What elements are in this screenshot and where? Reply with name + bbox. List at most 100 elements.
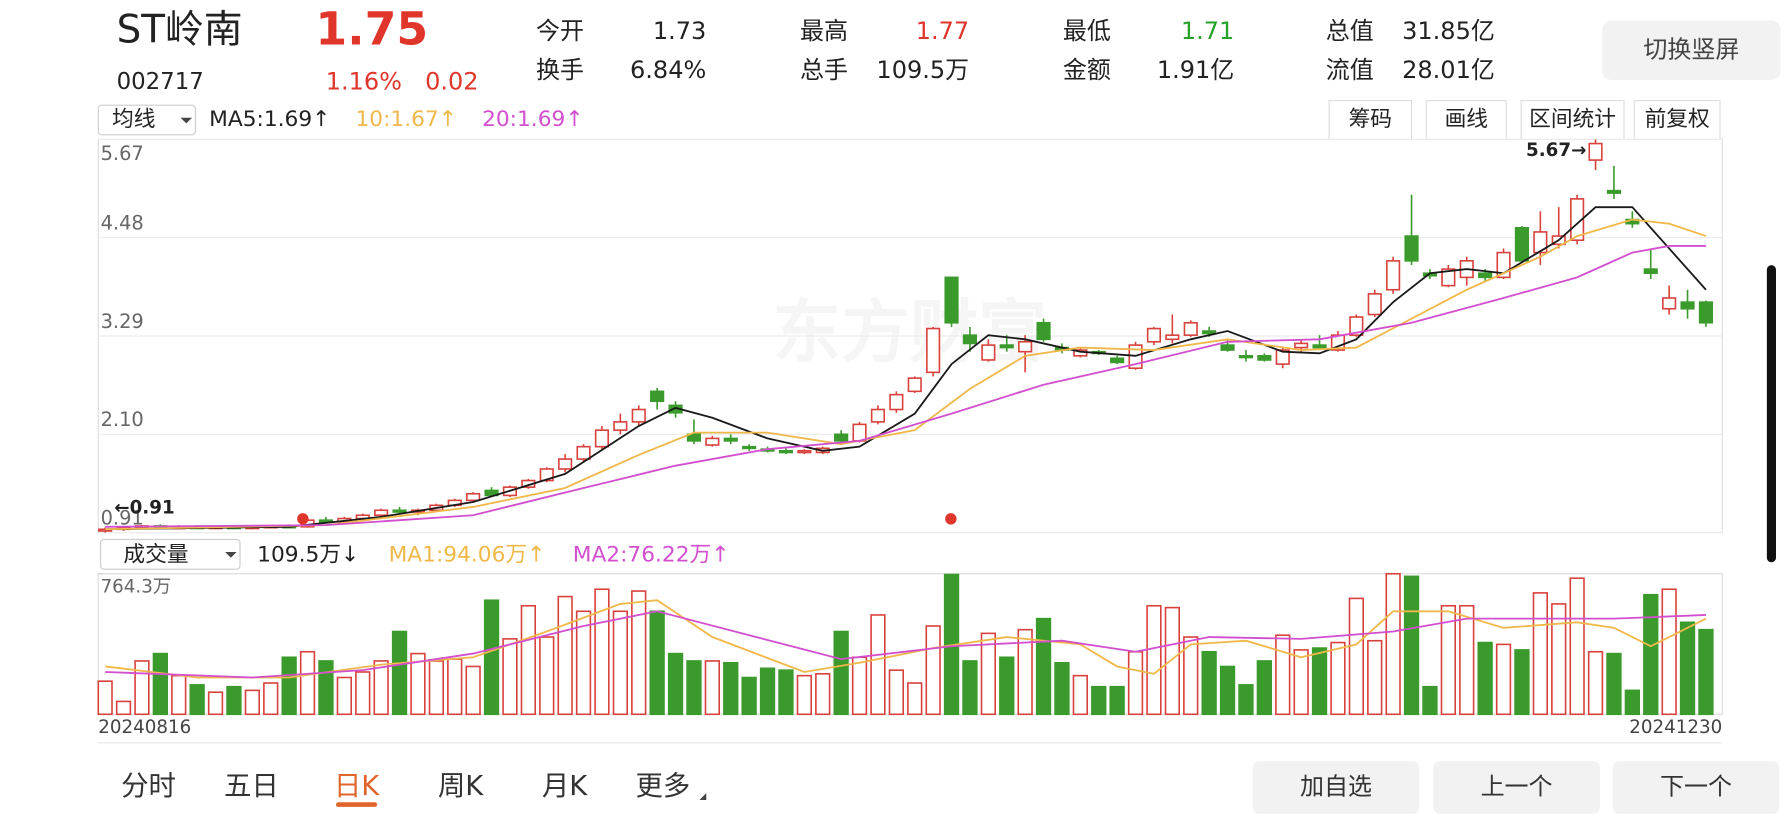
- candle-body: [1202, 330, 1217, 335]
- volume-bar: [594, 588, 610, 716]
- action-button[interactable]: [1612, 761, 1780, 814]
- volume-bar: [391, 630, 408, 716]
- candle-body: [907, 377, 922, 393]
- quote-value: 28.01亿: [1402, 56, 1495, 84]
- volume-bar: [244, 689, 261, 716]
- volume-bar: [704, 660, 720, 716]
- volume-current: 109.5万↓: [257, 542, 359, 567]
- toolbar-button[interactable]: [1633, 100, 1721, 140]
- volume-bar: [1440, 604, 1457, 716]
- volume-bar: [171, 674, 187, 716]
- rotate-button[interactable]: [1602, 20, 1781, 81]
- volume-bar: [888, 669, 904, 716]
- volume-bar: [1385, 572, 1401, 716]
- toolbar-button[interactable]: [1328, 100, 1412, 140]
- tab[interactable]: 分时: [121, 771, 176, 802]
- volume-bar: [925, 625, 941, 716]
- volume-bar: [1072, 674, 1088, 716]
- tab[interactable]: 月K: [542, 771, 588, 802]
- legend-entry: 20:1.69↑: [482, 107, 583, 132]
- price: 1.75: [315, 2, 428, 55]
- volume-bar: [281, 656, 297, 716]
- tab[interactable]: 周K: [438, 771, 484, 802]
- candle-body: [594, 429, 610, 448]
- volume-bar: [907, 682, 923, 716]
- quote-value: 1.73: [653, 17, 706, 45]
- candle-body: [705, 437, 720, 446]
- candle-body: [613, 421, 628, 431]
- candle-body: [1257, 355, 1272, 361]
- candle-body: [1275, 349, 1290, 365]
- indicator-select[interactable]: [97, 104, 196, 136]
- volume-bar: [1201, 650, 1217, 716]
- rotate-button-label: 切换竖屏: [1643, 35, 1739, 63]
- volume-bar: [299, 650, 316, 716]
- candle-body: [1238, 355, 1254, 359]
- volume-bar: [1330, 641, 1346, 716]
- candle-body: [944, 276, 959, 324]
- x-label: 20240816: [98, 717, 191, 738]
- toolbar-button-label: 筹码: [1349, 107, 1392, 132]
- volume-bar: [1348, 597, 1365, 716]
- quote-label: 金额: [1063, 56, 1111, 84]
- volume-bar: [1146, 604, 1162, 716]
- volume-bar: [980, 632, 996, 716]
- quote-value: 6.84%: [630, 56, 706, 84]
- candle-body: [889, 393, 904, 411]
- candle-body: [1533, 231, 1548, 254]
- candle-body: [466, 492, 481, 502]
- candle-body: [778, 450, 794, 454]
- volume-bar: [815, 673, 831, 716]
- candle-body: [1643, 268, 1658, 275]
- quote-value: 31.85亿: [1402, 17, 1495, 45]
- toolbar-button[interactable]: [1425, 100, 1507, 140]
- marker-dot: [297, 513, 309, 525]
- candle-body: [1220, 344, 1235, 351]
- volume-bar: [1091, 685, 1107, 716]
- tab[interactable]: 日K: [334, 771, 380, 802]
- tab[interactable]: 更多: [635, 771, 690, 802]
- volume-bar: [1422, 685, 1438, 716]
- candle-body: [1110, 357, 1125, 364]
- candle-body: [1478, 272, 1493, 279]
- volume-bar: [1219, 665, 1236, 716]
- change-pct: 1.16%: [326, 67, 402, 95]
- volume-select[interactable]: [100, 538, 241, 570]
- action-label: 下一个: [1660, 772, 1732, 800]
- volume-bar: [1035, 617, 1052, 716]
- action-button[interactable]: [1252, 761, 1420, 814]
- volume-bar: [1164, 606, 1180, 716]
- candle-body: [1146, 327, 1162, 343]
- volume-bar: [447, 658, 463, 716]
- y-tick-label: 764.3万: [101, 576, 172, 597]
- action-button[interactable]: [1433, 761, 1600, 814]
- y-tick-label: 5.67: [101, 142, 144, 165]
- quote-value: 1.91亿: [1157, 56, 1234, 84]
- candle-body: [1018, 340, 1033, 353]
- volume-bar: [428, 660, 444, 716]
- tab[interactable]: 五日: [224, 771, 279, 802]
- volume-bar: [318, 660, 334, 716]
- quote-label: 总值: [1326, 17, 1374, 45]
- volume-bar: [1054, 661, 1070, 716]
- volume-bar: [1311, 647, 1328, 716]
- volume-bar: [686, 660, 702, 716]
- volume-bar: [1127, 650, 1144, 716]
- toolbar-button[interactable]: [1520, 100, 1625, 140]
- candle-body: [1441, 268, 1456, 287]
- volume-bar: [355, 671, 371, 716]
- volume-bar: [502, 638, 518, 716]
- volume-bar: [373, 660, 389, 716]
- toolbar-button-label: 前复权: [1645, 107, 1710, 132]
- volume-bar: [557, 595, 573, 716]
- quote-label: 总手: [800, 56, 848, 84]
- candle-body: [686, 433, 702, 442]
- volume-bar: [759, 667, 776, 716]
- candle-body: [392, 509, 407, 513]
- volume-bar: [575, 610, 592, 716]
- volume-bar: [1238, 684, 1254, 716]
- volume-bar: [1569, 577, 1585, 716]
- volume-bar: [667, 652, 684, 716]
- volume-bar: [999, 656, 1015, 716]
- candle-body: [797, 450, 812, 454]
